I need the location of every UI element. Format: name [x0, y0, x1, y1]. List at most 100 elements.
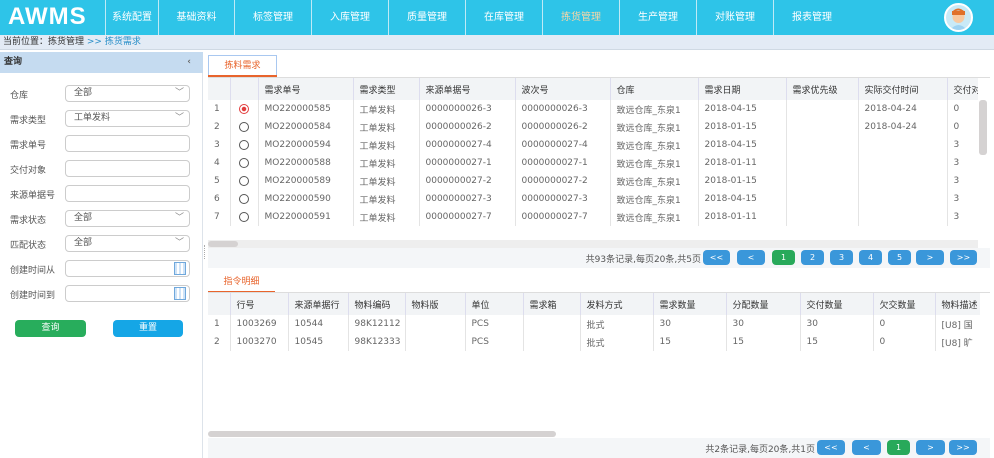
table-row[interactable]: 1 1003269 10544 98K12112 PCS 批式 30 30 30 0 [U8] 国	[208, 315, 980, 333]
horizontal-scroll-track	[208, 240, 978, 248]
radio-button[interactable]	[238, 157, 249, 168]
radio-cell[interactable]	[229, 208, 258, 226]
nav-item[interactable]: 基础资料	[158, 0, 234, 35]
radio-cell[interactable]	[229, 172, 258, 190]
column-header[interactable]	[208, 293, 230, 315]
page-button[interactable]: >	[916, 440, 945, 455]
table-row[interactable]: 2 MO220000584 工单发料 0000000026-2 0000000026-2…	[208, 118, 978, 136]
nav-item[interactable]: 入库管理	[311, 0, 388, 35]
tab-instruction-detail[interactable]: 指令明细	[208, 271, 275, 293]
column-header[interactable]	[229, 78, 258, 100]
page-button[interactable]: 1	[887, 440, 910, 455]
horizontal-scrollbar[interactable]	[208, 431, 556, 437]
page-button[interactable]: 1	[772, 250, 795, 265]
search-button[interactable]: 查询	[15, 320, 86, 337]
column-header[interactable]: 实际交付时间	[857, 78, 947, 100]
page-button[interactable]: <<	[703, 250, 730, 265]
table-row[interactable]: 3 MO220000594 工单发料 0000000027-4 0000000027-4…	[208, 136, 978, 154]
user-avatar[interactable]	[944, 3, 973, 32]
field-label: 需求类型	[10, 116, 47, 126]
table-cell	[785, 136, 858, 154]
select-field[interactable]: 工单发料 ﹀	[65, 110, 190, 127]
pager-bar	[208, 438, 990, 458]
nav-item[interactable]: 报表管理	[773, 0, 850, 35]
radio-button[interactable]	[238, 103, 249, 114]
nav-item[interactable]: 拣货管理	[542, 0, 619, 35]
column-header[interactable]: 物料描述	[934, 293, 980, 315]
table-row[interactable]: 2 1003270 10545 98K12333 PCS 批式 15 15 15 0 [U8] 旷	[208, 333, 980, 351]
column-header[interactable]: 波次号	[514, 78, 610, 100]
column-header[interactable]: 发料方式	[579, 293, 653, 315]
radio-cell[interactable]	[229, 118, 258, 136]
select-field[interactable]: 全部 ﹀	[65, 85, 190, 102]
column-header[interactable]: 需求日期	[697, 78, 786, 100]
nav-item[interactable]: 对账管理	[696, 0, 773, 35]
radio-button[interactable]	[238, 193, 249, 204]
reset-button[interactable]: 重置	[113, 320, 183, 337]
text-field[interactable]	[65, 135, 190, 152]
radio-cell[interactable]	[229, 190, 258, 208]
page-button[interactable]: >>	[949, 440, 977, 455]
column-header[interactable]: 需求箱	[522, 293, 580, 315]
column-header[interactable]: 需求单号	[257, 78, 353, 100]
table-row[interactable]: 4 MO220000588 工单发料 0000000027-1 0000000027-1…	[208, 154, 978, 172]
column-header[interactable]: 分配数量	[725, 293, 800, 315]
table-cell: 0000000027-4	[514, 136, 610, 154]
column-header[interactable]: 物料编码	[347, 293, 405, 315]
table-cell: 0000000027-3	[514, 190, 610, 208]
radio-cell[interactable]	[229, 154, 258, 172]
page-button[interactable]: 2	[801, 250, 824, 265]
vertical-scrollbar[interactable]	[979, 100, 987, 155]
page-button[interactable]: 3	[830, 250, 853, 265]
column-header[interactable]: 来源单据号	[418, 78, 515, 100]
nav-item[interactable]: 在库管理	[465, 0, 542, 35]
table-row[interactable]: 1 MO220000585 工单发料 0000000026-3 0000000026-3…	[208, 100, 978, 118]
nav-item[interactable]: 生产管理	[619, 0, 696, 35]
tab-picking-demand[interactable]: 拣料需求	[208, 55, 277, 77]
column-header[interactable]	[208, 78, 230, 100]
radio-button[interactable]	[238, 175, 249, 186]
radio-button[interactable]	[238, 139, 249, 150]
column-header[interactable]: 需求优先级	[785, 78, 858, 100]
radio-button[interactable]	[238, 211, 249, 222]
column-header[interactable]: 仓库	[609, 78, 698, 100]
select-field[interactable]: 全部 ﹀	[65, 210, 190, 227]
column-header[interactable]: 欠交数量	[872, 293, 935, 315]
column-header[interactable]: 需求类型	[352, 78, 419, 100]
column-header[interactable]: 交付对	[946, 78, 978, 100]
column-header[interactable]: 需求数量	[652, 293, 726, 315]
page-button[interactable]: <<	[817, 440, 845, 455]
date-field[interactable]	[65, 285, 190, 302]
text-field[interactable]	[65, 160, 190, 177]
nav-item[interactable]: 标签管理	[234, 0, 311, 35]
radio-button[interactable]	[238, 121, 249, 132]
column-header[interactable]: 交付数量	[799, 293, 873, 315]
page-button[interactable]: >>	[950, 250, 977, 265]
table-cell: 工单发料	[352, 172, 419, 190]
table-row[interactable]: 6 MO220000590 工单发料 0000000027-3 0000000027-3…	[208, 190, 978, 208]
table-row[interactable]: 7 MO220000591 工单发料 0000000027-7 0000000027-7…	[208, 208, 978, 226]
page-button[interactable]: <	[737, 250, 765, 265]
collapse-icon[interactable]: ‹	[187, 57, 191, 67]
nav-item[interactable]: 质量管理	[388, 0, 465, 35]
select-field[interactable]: 全部 ﹀	[65, 235, 190, 252]
column-header[interactable]: 来源单据行	[287, 293, 348, 315]
page-button[interactable]: 4	[859, 250, 882, 265]
page-button[interactable]: 5	[888, 250, 911, 265]
calendar-icon[interactable]	[174, 262, 186, 275]
text-field[interactable]	[65, 185, 190, 202]
calendar-icon[interactable]	[174, 287, 186, 300]
column-header[interactable]: 物料版	[404, 293, 465, 315]
page-button[interactable]: <	[852, 440, 881, 455]
splitter-handle[interactable]	[204, 245, 206, 259]
nav-item[interactable]: 系统配置	[105, 0, 158, 35]
horizontal-scrollbar[interactable]	[208, 241, 238, 247]
column-header[interactable]: 单位	[464, 293, 523, 315]
breadcrumb-parent[interactable]: 拣货管理	[48, 37, 85, 47]
radio-cell[interactable]	[229, 100, 258, 118]
radio-cell[interactable]	[229, 136, 258, 154]
column-header[interactable]: 行号	[229, 293, 288, 315]
table-row[interactable]: 5 MO220000589 工单发料 0000000027-2 0000000027-2…	[208, 172, 978, 190]
page-button[interactable]: >	[916, 250, 944, 265]
date-field[interactable]	[65, 260, 190, 277]
